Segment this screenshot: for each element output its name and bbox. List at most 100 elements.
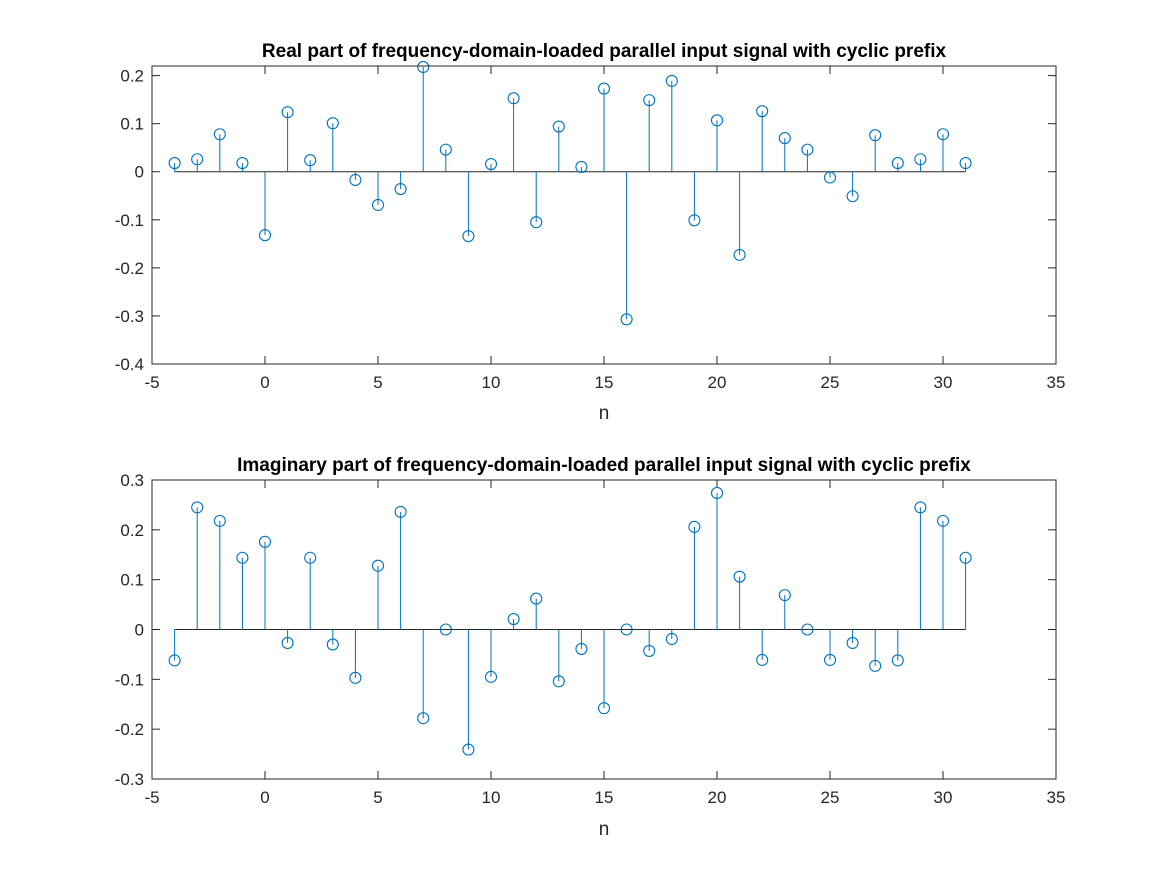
real-part-stem-marker <box>281 106 294 119</box>
real-part-xtick-label: 10 <box>482 373 501 392</box>
imaginary-part-stem-marker <box>959 551 972 564</box>
imaginary-part-stem-marker <box>484 670 498 683</box>
imaginary-part-stem-marker <box>530 592 543 605</box>
imaginary-part-stem-marker <box>620 623 633 636</box>
real-part-xtick-label: 5 <box>373 373 382 392</box>
real-part-ytick-label: -0.2 <box>115 259 144 278</box>
real-part-xtick-label: 35 <box>1047 373 1066 392</box>
real-part-stem-marker <box>801 143 814 156</box>
imaginary-part-stem-marker <box>778 589 791 602</box>
real-part-stem-marker <box>869 129 882 142</box>
real-part-xlabel: n <box>599 403 610 424</box>
real-part-stem-marker <box>507 92 520 105</box>
imaginary-part-stem-marker <box>710 486 724 500</box>
real-part-stem-marker <box>484 158 498 171</box>
real-part-stem-marker <box>417 60 430 74</box>
real-part-xtick-label: 25 <box>821 373 840 392</box>
real-part-stem-marker <box>552 120 565 133</box>
imaginary-part-stem-marker <box>507 612 520 626</box>
imaginary-part-xlabel: n <box>599 819 610 840</box>
imaginary-part-stem-marker <box>394 505 407 518</box>
real-part-stem-marker <box>326 117 339 130</box>
real-part-ytick-label: -0.1 <box>115 211 144 230</box>
imaginary-part-ytick-label: 0.2 <box>120 521 144 540</box>
real-part-stem-marker <box>213 128 226 141</box>
imaginary-part-ytick-label: -0.1 <box>115 670 144 689</box>
real-part-subplot: Real part of frequency-domain-loaded par… <box>115 41 1066 424</box>
real-part-stem-marker <box>530 216 543 229</box>
imaginary-part-stem-marker <box>326 638 339 651</box>
imaginary-part-xtick-label: 10 <box>482 788 501 807</box>
imaginary-part-stem-marker <box>665 632 678 646</box>
real-part-stem-marker <box>959 157 972 170</box>
imaginary-part-stem-marker <box>914 501 927 514</box>
imaginary-part-stem-marker <box>756 653 769 666</box>
imaginary-part-subplot: Imaginary part of frequency-domain-loade… <box>115 455 1066 840</box>
real-part-ytick-label: 0 <box>135 163 144 182</box>
real-part-stem-marker <box>665 74 678 87</box>
imaginary-part-stem-marker <box>371 559 385 572</box>
real-part-ytick-label: 0.2 <box>120 67 144 86</box>
imaginary-part-xtick-label: 25 <box>821 788 840 807</box>
imaginary-part-stem-marker <box>688 520 701 533</box>
imaginary-part-stem-marker <box>191 501 204 514</box>
real-part-stem-marker <box>756 105 769 118</box>
imaginary-part-stem-marker <box>643 644 656 657</box>
real-part-stem-marker <box>733 248 746 261</box>
imaginary-part-xtick-label: 30 <box>934 788 953 807</box>
real-part-stem-marker <box>597 82 611 95</box>
imaginary-part-xtick-label: 0 <box>260 788 269 807</box>
real-part-xtick-label: 15 <box>595 373 614 392</box>
real-part-stems <box>168 60 972 326</box>
imaginary-part-xtick-label: 20 <box>708 788 727 807</box>
real-part-stem-marker <box>575 160 588 173</box>
real-part-stem-marker <box>823 171 837 184</box>
imaginary-part-xtick-label: 5 <box>373 788 382 807</box>
imaginary-part-stem-marker <box>575 642 588 655</box>
imaginary-part-ytick-label: -0.2 <box>115 720 144 739</box>
real-part-stem-marker <box>394 182 407 196</box>
real-part-stem-marker <box>643 94 656 107</box>
imaginary-part-stem-marker <box>869 659 882 672</box>
real-part-ytick-label: -0.4 <box>115 355 144 374</box>
imaginary-part-stem-marker <box>236 551 249 564</box>
imaginary-part-stem-marker <box>462 743 475 756</box>
real-part-stem-marker <box>462 230 475 243</box>
real-part-stem-marker <box>914 153 927 166</box>
imaginary-part-ytick-label: 0.3 <box>120 471 144 490</box>
real-part-xtick-label: 20 <box>708 373 727 392</box>
imaginary-part-stem-marker <box>801 623 814 636</box>
real-part-stem-marker <box>778 132 791 145</box>
imaginary-part-stem-marker <box>846 636 859 650</box>
real-part-stem-marker <box>349 173 362 186</box>
imaginary-part-ytick-label: 0 <box>135 621 144 640</box>
real-part-stem-marker <box>191 153 204 166</box>
imaginary-part-stem-marker <box>349 671 362 684</box>
real-part-ticks: -5 0 5 10 15 20 25 30 35 -0.4 -0.3 -0.2 -0.1 0 0.1 0.2 <box>115 66 1066 392</box>
imaginary-part-ytick-label: -0.3 <box>115 770 144 789</box>
real-part-ytick-label: 0.1 <box>120 115 144 134</box>
real-part-stem-marker <box>258 229 272 242</box>
imaginary-part-stem-marker <box>936 514 950 527</box>
real-part-xtick-label: 30 <box>934 373 953 392</box>
real-part-title: Real part of frequency-domain-loaded par… <box>262 41 947 62</box>
real-part-stem-marker <box>168 157 181 170</box>
real-part-stem-marker <box>236 157 249 170</box>
real-part-stem-marker <box>439 143 452 156</box>
imaginary-part-axes-frame <box>151 479 1057 780</box>
imaginary-part-stems <box>168 486 972 756</box>
imaginary-part-stem-marker <box>891 654 904 667</box>
real-part-xtick-label: -5 <box>144 373 159 392</box>
imaginary-part-stem-marker <box>304 551 317 564</box>
imaginary-part-stem-marker <box>597 702 611 715</box>
imaginary-part-xtick-label: -5 <box>144 788 159 807</box>
real-part-stem-marker <box>371 198 385 211</box>
real-part-stem-marker <box>936 128 950 141</box>
imaginary-part-xtick-label: 35 <box>1047 788 1066 807</box>
imaginary-part-stem-marker <box>258 535 272 548</box>
real-part-stem-marker <box>688 214 701 227</box>
imaginary-part-xtick-label: 15 <box>595 788 614 807</box>
imaginary-part-ytick-label: 0.1 <box>120 571 144 590</box>
real-part-stem-marker <box>304 154 317 167</box>
